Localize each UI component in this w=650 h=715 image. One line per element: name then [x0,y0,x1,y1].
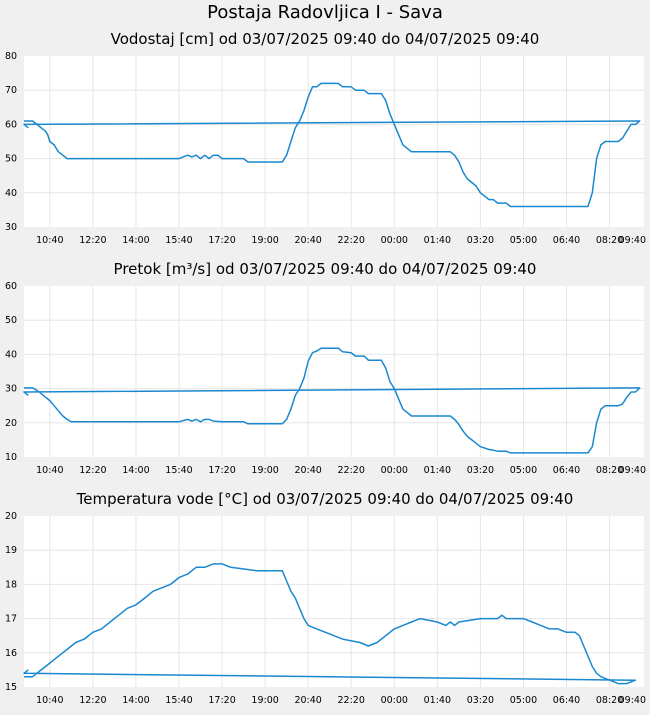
series-line [23,82,641,208]
chart-title: Vodostaj [cm] od 03/07/2025 09:40 do 04/… [110,30,540,48]
y-tick-label: 16 [5,648,17,659]
x-tick-label: 09:40 [619,235,646,246]
x-tick-label: 08:20 [596,695,623,706]
water-temperature-plot: 15 16 17 18 19 20 10:40 12:20 14:00 15:40 17:20 19:… [5,511,646,706]
x-tick-label: 14:00 [122,235,149,246]
x-tick-label: 19:00 [251,695,278,706]
x-tick-label: 06:40 [553,235,580,246]
water-level-plot: 30 40 50 60 70 80 10:40 12:20 14:00 15:40 17:20 19:… [5,51,646,246]
discharge-plot: 10 20 30 40 50 60 10:40 12:20 14:00 15:40 17:20 19:… [5,281,646,476]
x-tick-label: 08:20 [596,235,623,246]
y-tick-label: 40 [5,349,17,360]
x-tick-label: 15:40 [165,235,192,246]
y-tick-label: 20 [5,418,17,429]
y-tick-label: 80 [5,51,17,62]
x-tick-label: 00:00 [381,235,408,246]
x-tick-label: 20:40 [294,235,321,246]
y-tick-label: 60 [5,119,17,130]
y-tick-label: 50 [5,315,17,326]
x-tick-label: 05:00 [510,465,537,476]
y-tick-label: 10 [5,452,17,463]
x-tick-label: 06:40 [553,695,580,706]
water-temperature-chart: Temperatura vode [°C] od 03/07/2025 09:4… [0,485,650,715]
x-tick-label: 14:00 [122,465,149,476]
x-tick-label: 22:20 [338,235,365,246]
y-tick-label: 70 [5,85,17,96]
x-tick-label: 14:00 [122,695,149,706]
x-tick-label: 01:40 [424,235,451,246]
x-tick-label: 22:20 [338,695,365,706]
x-tick-label: 03:20 [467,465,494,476]
y-tick-label: 30 [5,384,17,395]
y-tick-label: 40 [5,188,17,199]
x-tick-label: 10:40 [36,465,63,476]
x-tick-label: 01:40 [424,695,451,706]
plot-area [24,56,644,227]
discharge-chart: Pretok [m³/s] od 03/07/2025 09:40 do 04/… [0,255,650,485]
x-tick-label: 20:40 [294,695,321,706]
x-tick-label: 06:40 [553,465,580,476]
x-tick-label: 15:40 [165,695,192,706]
x-tick-label: 03:20 [467,235,494,246]
station-title: Postaja Radovljica I - Sava [207,2,443,23]
y-tick-label: 15 [5,682,17,693]
x-tick-label: 17:20 [208,235,235,246]
x-tick-label: 10:40 [36,695,63,706]
chart-title: Pretok [m³/s] od 03/07/2025 09:40 do 04/… [113,260,537,278]
series-line [23,347,641,454]
x-tick-label: 00:00 [381,465,408,476]
x-tick-label: 03:20 [467,695,494,706]
x-tick-label: 17:20 [208,695,235,706]
y-tick-label: 17 [5,614,17,625]
x-tick-label: 19:00 [251,235,278,246]
water-level-chart: Vodostaj [cm] od 03/07/2025 09:40 do 04/… [0,25,650,255]
y-tick-label: 19 [5,545,17,556]
x-tick-label: 09:40 [619,465,646,476]
x-tick-label: 12:20 [79,465,106,476]
x-tick-label: 08:20 [596,465,623,476]
y-tick-label: 18 [5,579,17,590]
x-tick-label: 19:00 [251,465,278,476]
y-tick-label: 60 [5,281,17,292]
x-tick-label: 05:00 [510,695,537,706]
x-tick-label: 05:00 [510,235,537,246]
x-tick-label: 17:20 [208,465,235,476]
y-tick-label: 20 [5,511,17,522]
plot-area [24,516,644,687]
x-tick-label: 01:40 [424,465,451,476]
series-line [23,563,637,685]
y-tick-label: 50 [5,154,17,165]
plot-area [24,286,644,457]
x-tick-label: 10:40 [36,235,63,246]
x-tick-label: 22:20 [338,465,365,476]
x-tick-label: 12:20 [79,695,106,706]
x-tick-label: 00:00 [381,695,408,706]
x-tick-label: 12:20 [79,235,106,246]
x-tick-label: 09:40 [619,695,646,706]
x-tick-label: 15:40 [165,465,192,476]
y-tick-label: 30 [5,222,17,233]
x-tick-label: 20:40 [294,465,321,476]
chart-title: Temperatura vode [°C] od 03/07/2025 09:4… [76,490,574,508]
